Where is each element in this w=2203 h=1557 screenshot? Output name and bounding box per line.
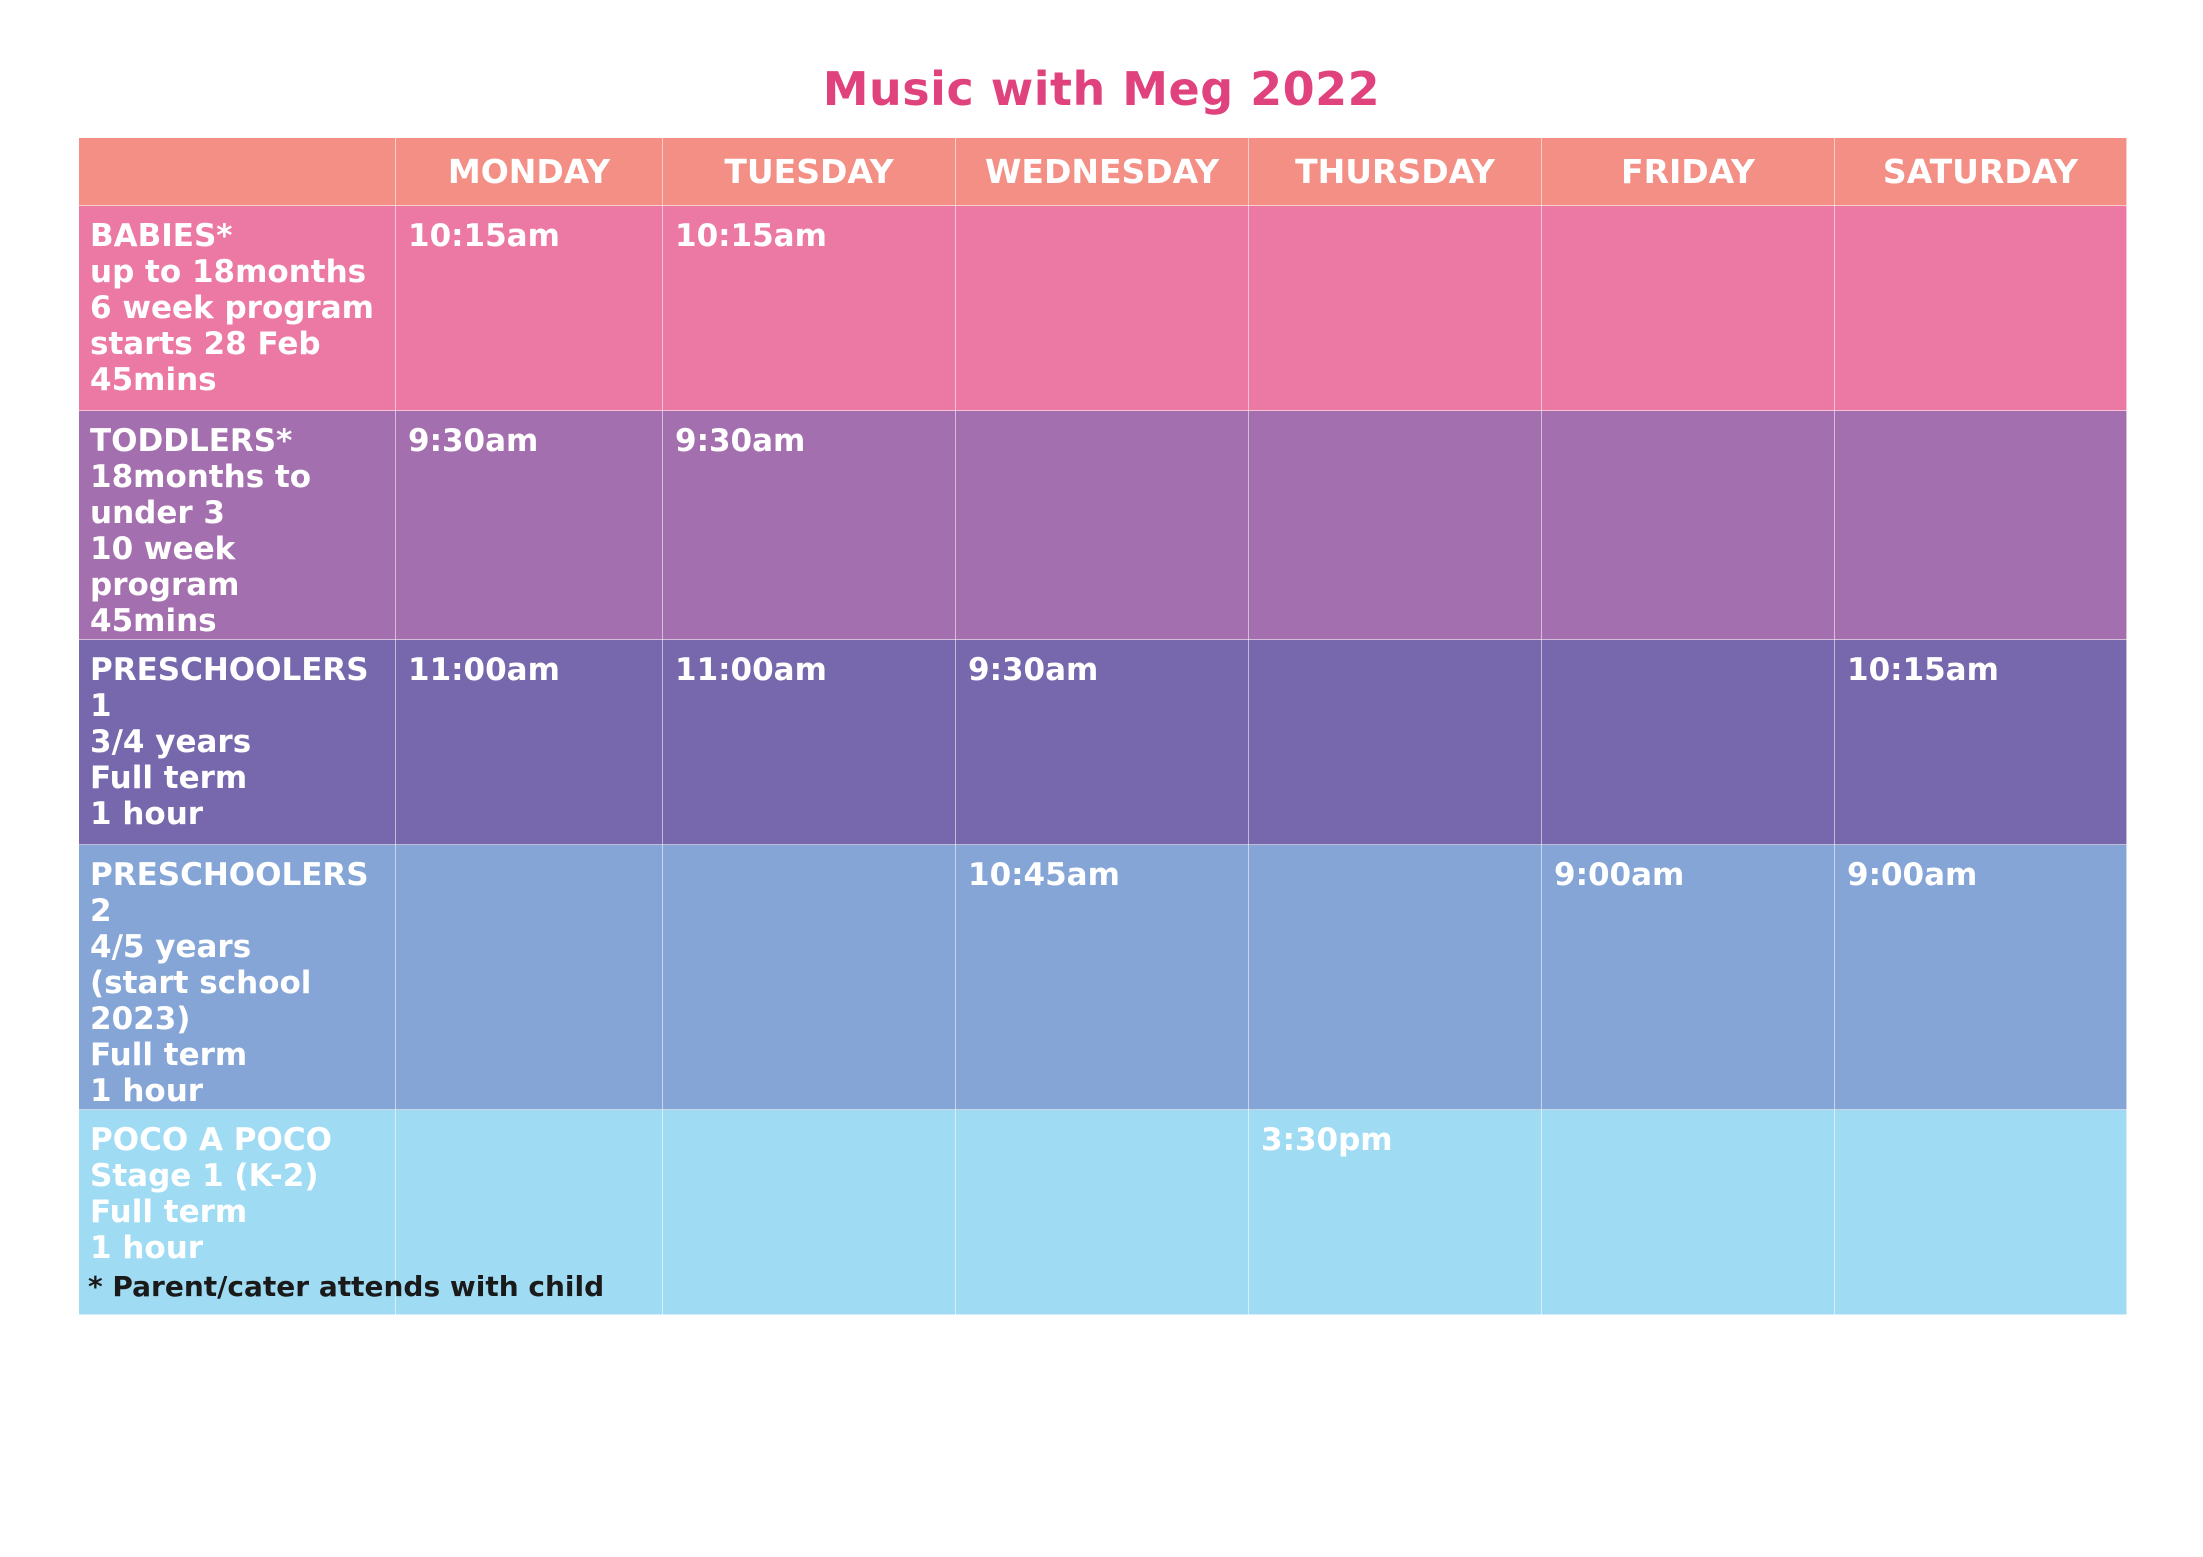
class-time: 9:00am	[1847, 857, 1978, 893]
group-label-cell: TODDLERS* 18months to under 3 10 week pr…	[78, 410, 396, 640]
class-time	[1835, 206, 2126, 218]
time-cell: 9:30am	[395, 410, 663, 640]
group-label-cell: PRESCHOOLERS 2 4/5 years (start school 2…	[78, 844, 396, 1110]
time-cell: 11:00am	[395, 639, 663, 845]
time-cell: 10:45am	[955, 844, 1249, 1110]
time-cell: 11:00am	[662, 639, 956, 845]
class-time	[1249, 411, 1541, 423]
group-label-cell: BABIES* up to 18months 6 week program st…	[78, 205, 396, 411]
time-cell: 10:15am	[1834, 639, 2127, 845]
time-cell: 9:30am	[662, 410, 956, 640]
class-time: 3:30pm	[1261, 1122, 1393, 1158]
time-cell: 10:15am	[662, 205, 956, 411]
time-cell: 3:30pm	[1248, 1109, 1542, 1315]
class-time	[956, 1110, 1248, 1122]
time-cell	[1541, 639, 1835, 845]
group-label: BABIES* up to 18months 6 week program st…	[90, 218, 374, 398]
time-cell	[662, 844, 956, 1110]
time-cell	[955, 410, 1249, 640]
time-cell	[1248, 639, 1542, 845]
header-day-thursday: THURSDAY	[1248, 137, 1542, 206]
schedule-row-babies: BABIES* up to 18months 6 week program st…	[78, 205, 2127, 411]
class-time: 9:30am	[675, 423, 806, 459]
class-time	[1249, 845, 1541, 857]
time-cell: 9:00am	[1541, 844, 1835, 1110]
class-time: 9:30am	[408, 423, 539, 459]
group-label-cell: POCO A POCO Stage 1 (K-2) Full term 1 ho…	[78, 1109, 396, 1315]
time-cell	[1541, 205, 1835, 411]
schedule-row-poco-a-poco: POCO A POCO Stage 1 (K-2) Full term 1 ho…	[78, 1109, 2127, 1315]
class-time: 10:15am	[408, 218, 560, 254]
class-time	[663, 845, 955, 857]
group-label: PRESCHOOLERS 1 3/4 years Full term 1 hou…	[90, 652, 369, 832]
class-time	[1542, 1110, 1834, 1122]
class-time	[956, 411, 1248, 423]
time-cell	[1834, 205, 2127, 411]
time-cell	[1541, 1109, 1835, 1315]
page-title: Music with Meg 2022	[822, 62, 1381, 116]
class-time	[1542, 411, 1834, 423]
class-time: 10:15am	[675, 218, 827, 254]
class-time	[1835, 1110, 2126, 1122]
time-cell: 10:15am	[395, 205, 663, 411]
time-cell	[1834, 1109, 2127, 1315]
class-time: 10:15am	[1847, 652, 1999, 688]
time-cell	[955, 205, 1249, 411]
class-schedule-table: MONDAY TUESDAY WEDNESDAY THURSDAY FRIDAY…	[78, 137, 2127, 1315]
header-day-wednesday: WEDNESDAY	[955, 137, 1249, 206]
group-label: TODDLERS* 18months to under 3 10 week pr…	[90, 423, 312, 639]
class-time	[396, 1110, 662, 1122]
header-corner-cell	[78, 137, 396, 206]
group-label-cell: PRESCHOOLERS 1 3/4 years Full term 1 hou…	[78, 639, 396, 845]
time-cell	[955, 1109, 1249, 1315]
time-cell	[395, 1109, 663, 1315]
header-row: MONDAY TUESDAY WEDNESDAY THURSDAY FRIDAY…	[78, 137, 2127, 206]
class-time	[1542, 640, 1834, 652]
class-time: 11:00am	[408, 652, 560, 688]
class-time	[1542, 206, 1834, 218]
header-day-tuesday: TUESDAY	[662, 137, 956, 206]
schedule-row-toddlers: TODDLERS* 18months to under 3 10 week pr…	[78, 410, 2127, 640]
class-time	[1835, 411, 2126, 423]
class-time: 11:00am	[675, 652, 827, 688]
time-cell: 9:00am	[1834, 844, 2127, 1110]
time-cell	[1834, 410, 2127, 640]
time-cell: 9:30am	[955, 639, 1249, 845]
header-day-monday: MONDAY	[395, 137, 663, 206]
schedule-row-preschoolers-1: PRESCHOOLERS 1 3/4 years Full term 1 hou…	[78, 639, 2127, 845]
schedule-row-preschoolers-2: PRESCHOOLERS 2 4/5 years (start school 2…	[78, 844, 2127, 1110]
time-cell	[1541, 410, 1835, 640]
class-time: 9:30am	[968, 652, 1099, 688]
class-time	[1249, 640, 1541, 652]
class-time	[1249, 206, 1541, 218]
time-cell	[662, 1109, 956, 1315]
time-cell	[395, 844, 663, 1110]
time-cell	[1248, 410, 1542, 640]
group-label: POCO A POCO Stage 1 (K-2) Full term 1 ho…	[90, 1122, 332, 1266]
time-cell	[1248, 205, 1542, 411]
class-time: 9:00am	[1554, 857, 1685, 893]
class-time	[663, 1110, 955, 1122]
class-time	[956, 206, 1248, 218]
group-label: PRESCHOOLERS 2 4/5 years (start school 2…	[90, 857, 369, 1109]
header-day-saturday: SATURDAY	[1834, 137, 2127, 206]
class-time	[396, 845, 662, 857]
footnote: * Parent/cater attends with child	[88, 1270, 605, 1303]
class-time: 10:45am	[968, 857, 1120, 893]
header-day-friday: FRIDAY	[1541, 137, 1835, 206]
time-cell	[1248, 844, 1542, 1110]
